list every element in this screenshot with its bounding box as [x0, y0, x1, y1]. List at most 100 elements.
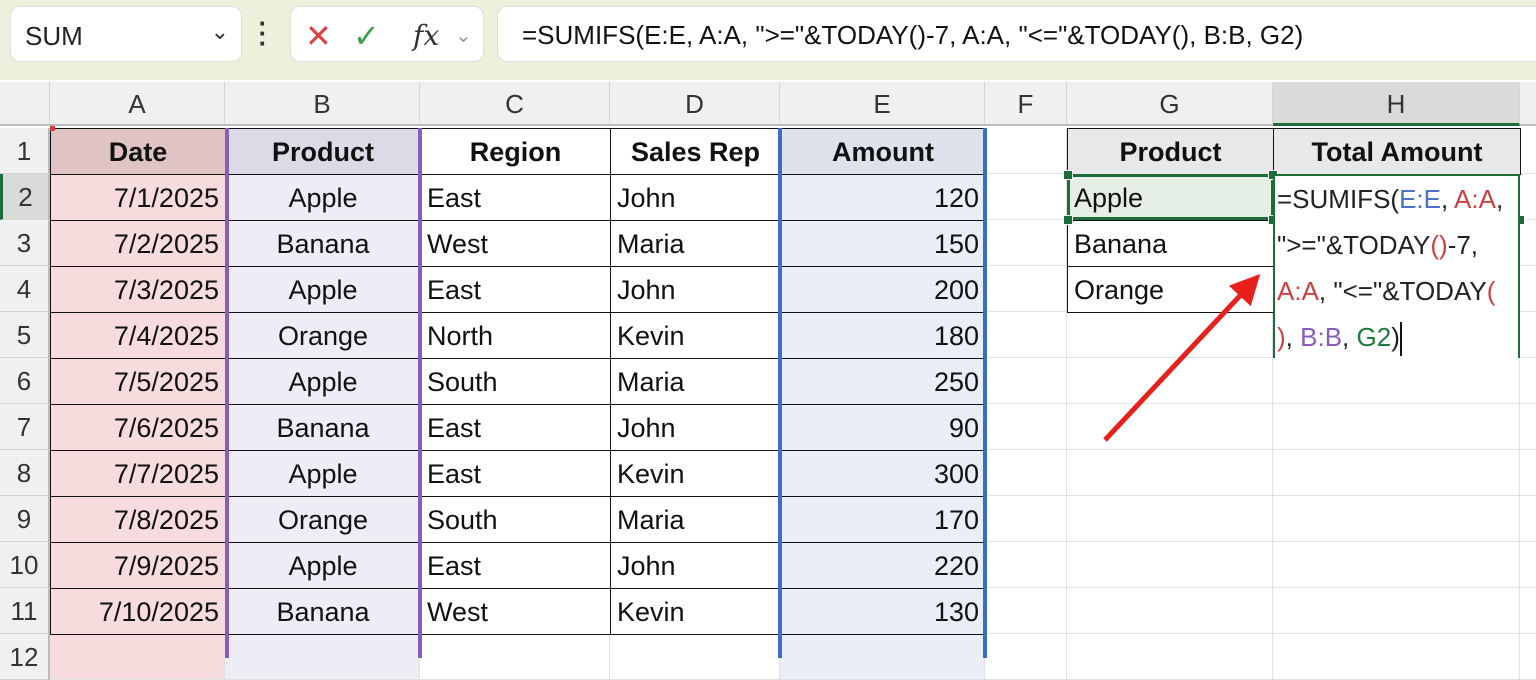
table-cell[interactable]: Banana — [225, 588, 421, 635]
cell[interactable] — [985, 358, 1067, 404]
cell[interactable] — [1067, 496, 1273, 542]
x-icon[interactable]: ✕ — [305, 18, 332, 54]
row-header-7[interactable]: 7 — [0, 404, 50, 450]
cell[interactable] — [1067, 358, 1273, 404]
table-header-cell[interactable]: Product — [225, 128, 421, 175]
table-cell[interactable]: John — [610, 174, 781, 221]
formula-input[interactable]: =SUMIFS(E:E, A:A, ">="&TODAY()-7, A:A, "… — [497, 6, 1536, 62]
selection-handle[interactable] — [1063, 170, 1073, 180]
table-cell[interactable]: West — [420, 588, 611, 635]
cell[interactable] — [1273, 588, 1520, 634]
cell[interactable] — [1273, 542, 1520, 588]
more-options-icon[interactable]: · · · — [258, 8, 268, 58]
cell[interactable] — [1067, 404, 1273, 450]
cell[interactable] — [985, 450, 1067, 496]
column-header-i[interactable] — [1520, 82, 1536, 126]
cell[interactable] — [1520, 266, 1536, 312]
cell[interactable] — [985, 542, 1067, 588]
column-header-h[interactable]: H — [1273, 82, 1520, 126]
row-header-5[interactable]: 5 — [0, 312, 50, 358]
cell[interactable] — [1520, 220, 1536, 266]
cell[interactable] — [1520, 128, 1536, 174]
table-cell[interactable]: 150 — [780, 220, 986, 267]
cell[interactable] — [1520, 496, 1536, 542]
table-cell[interactable]: 7/8/2025 — [50, 496, 226, 543]
table-cell[interactable]: West — [420, 220, 611, 267]
cell[interactable] — [985, 128, 1067, 174]
column-header-f[interactable]: F — [985, 82, 1067, 126]
row-header-2[interactable]: 2 — [0, 174, 50, 220]
table-cell[interactable]: Orange — [225, 496, 421, 543]
summary-header-cell[interactable]: Total Amount — [1273, 128, 1521, 175]
summary-product-cell[interactable]: Banana — [1067, 220, 1274, 267]
cell[interactable] — [985, 266, 1067, 312]
chevron-down-icon[interactable]: ⌄ — [455, 25, 472, 47]
select-all-corner[interactable] — [0, 82, 50, 126]
table-cell[interactable]: 7/1/2025 — [50, 174, 226, 221]
cell[interactable] — [1520, 542, 1536, 588]
column-header-e[interactable]: E — [780, 82, 985, 126]
cell[interactable] — [1067, 542, 1273, 588]
table-cell[interactable]: South — [420, 496, 611, 543]
table-cell[interactable]: Apple — [225, 450, 421, 497]
column-header-d[interactable]: D — [610, 82, 780, 126]
table-cell[interactable]: Kevin — [610, 450, 781, 497]
row-header-6[interactable]: 6 — [0, 358, 50, 404]
summary-product-cell[interactable]: Apple — [1067, 174, 1274, 221]
cell[interactable] — [1520, 174, 1536, 220]
table-cell[interactable]: 120 — [780, 174, 986, 221]
cell[interactable] — [1067, 450, 1273, 496]
table-cell[interactable]: Maria — [610, 496, 781, 543]
chevron-down-icon[interactable]: ⌄ — [210, 19, 229, 44]
column-header-c[interactable]: C — [420, 82, 610, 126]
column-header-g[interactable]: G — [1067, 82, 1273, 126]
column-header-a[interactable]: A — [50, 82, 225, 126]
table-cell[interactable]: East — [420, 174, 611, 221]
cell[interactable] — [1067, 312, 1273, 358]
table-cell[interactable]: John — [610, 266, 781, 313]
row-header-4[interactable]: 4 — [0, 266, 50, 312]
table-cell[interactable]: 7/3/2025 — [50, 266, 226, 313]
table-cell[interactable]: 7/5/2025 — [50, 358, 226, 405]
cell[interactable] — [1273, 496, 1520, 542]
table-cell[interactable]: East — [420, 404, 611, 451]
table-cell[interactable]: 7/10/2025 — [50, 588, 226, 635]
cell[interactable] — [985, 174, 1067, 220]
cell[interactable] — [1520, 358, 1536, 404]
table-cell[interactable]: 200 — [780, 266, 986, 313]
cell[interactable] — [1273, 358, 1520, 404]
cell[interactable] — [1520, 588, 1536, 634]
table-cell[interactable]: North — [420, 312, 611, 359]
table-cell[interactable]: Maria — [610, 220, 781, 267]
table-cell[interactable]: 7/2/2025 — [50, 220, 226, 267]
table-cell[interactable]: 90 — [780, 404, 986, 451]
table-header-cell[interactable]: Date — [50, 128, 226, 175]
check-icon[interactable]: ✓ — [353, 18, 380, 54]
table-cell[interactable]: John — [610, 542, 781, 589]
cell-h2-editing[interactable]: =SUMIFS(E:E, A:A, ">="&TODAY()-7, A:A, "… — [1273, 174, 1520, 358]
row-header-10[interactable]: 10 — [0, 542, 50, 588]
row-header-3[interactable]: 3 — [0, 220, 50, 266]
table-cell[interactable]: Apple — [225, 266, 421, 313]
fx-icon[interactable]: fx — [413, 19, 440, 52]
table-cell[interactable]: Kevin — [610, 588, 781, 635]
table-cell[interactable]: Kevin — [610, 312, 781, 359]
name-box[interactable]: SUM ⌄ — [10, 6, 242, 62]
table-cell[interactable]: 7/7/2025 — [50, 450, 226, 497]
table-cell[interactable]: Apple — [225, 358, 421, 405]
cell[interactable] — [985, 404, 1067, 450]
cell[interactable] — [1273, 450, 1520, 496]
table-cell[interactable]: Banana — [225, 220, 421, 267]
cell[interactable] — [985, 220, 1067, 266]
cell[interactable] — [1273, 404, 1520, 450]
cell[interactable] — [1520, 404, 1536, 450]
table-cell[interactable]: Orange — [225, 312, 421, 359]
table-header-cell[interactable]: Sales Rep — [610, 128, 781, 175]
table-cell[interactable]: 170 — [780, 496, 986, 543]
column-header-b[interactable]: B — [225, 82, 420, 126]
summary-header-cell[interactable]: Product — [1067, 128, 1274, 175]
cell[interactable] — [985, 312, 1067, 358]
table-cell[interactable]: 130 — [780, 588, 986, 635]
table-cell[interactable]: 7/6/2025 — [50, 404, 226, 451]
table-cell[interactable]: Apple — [225, 542, 421, 589]
